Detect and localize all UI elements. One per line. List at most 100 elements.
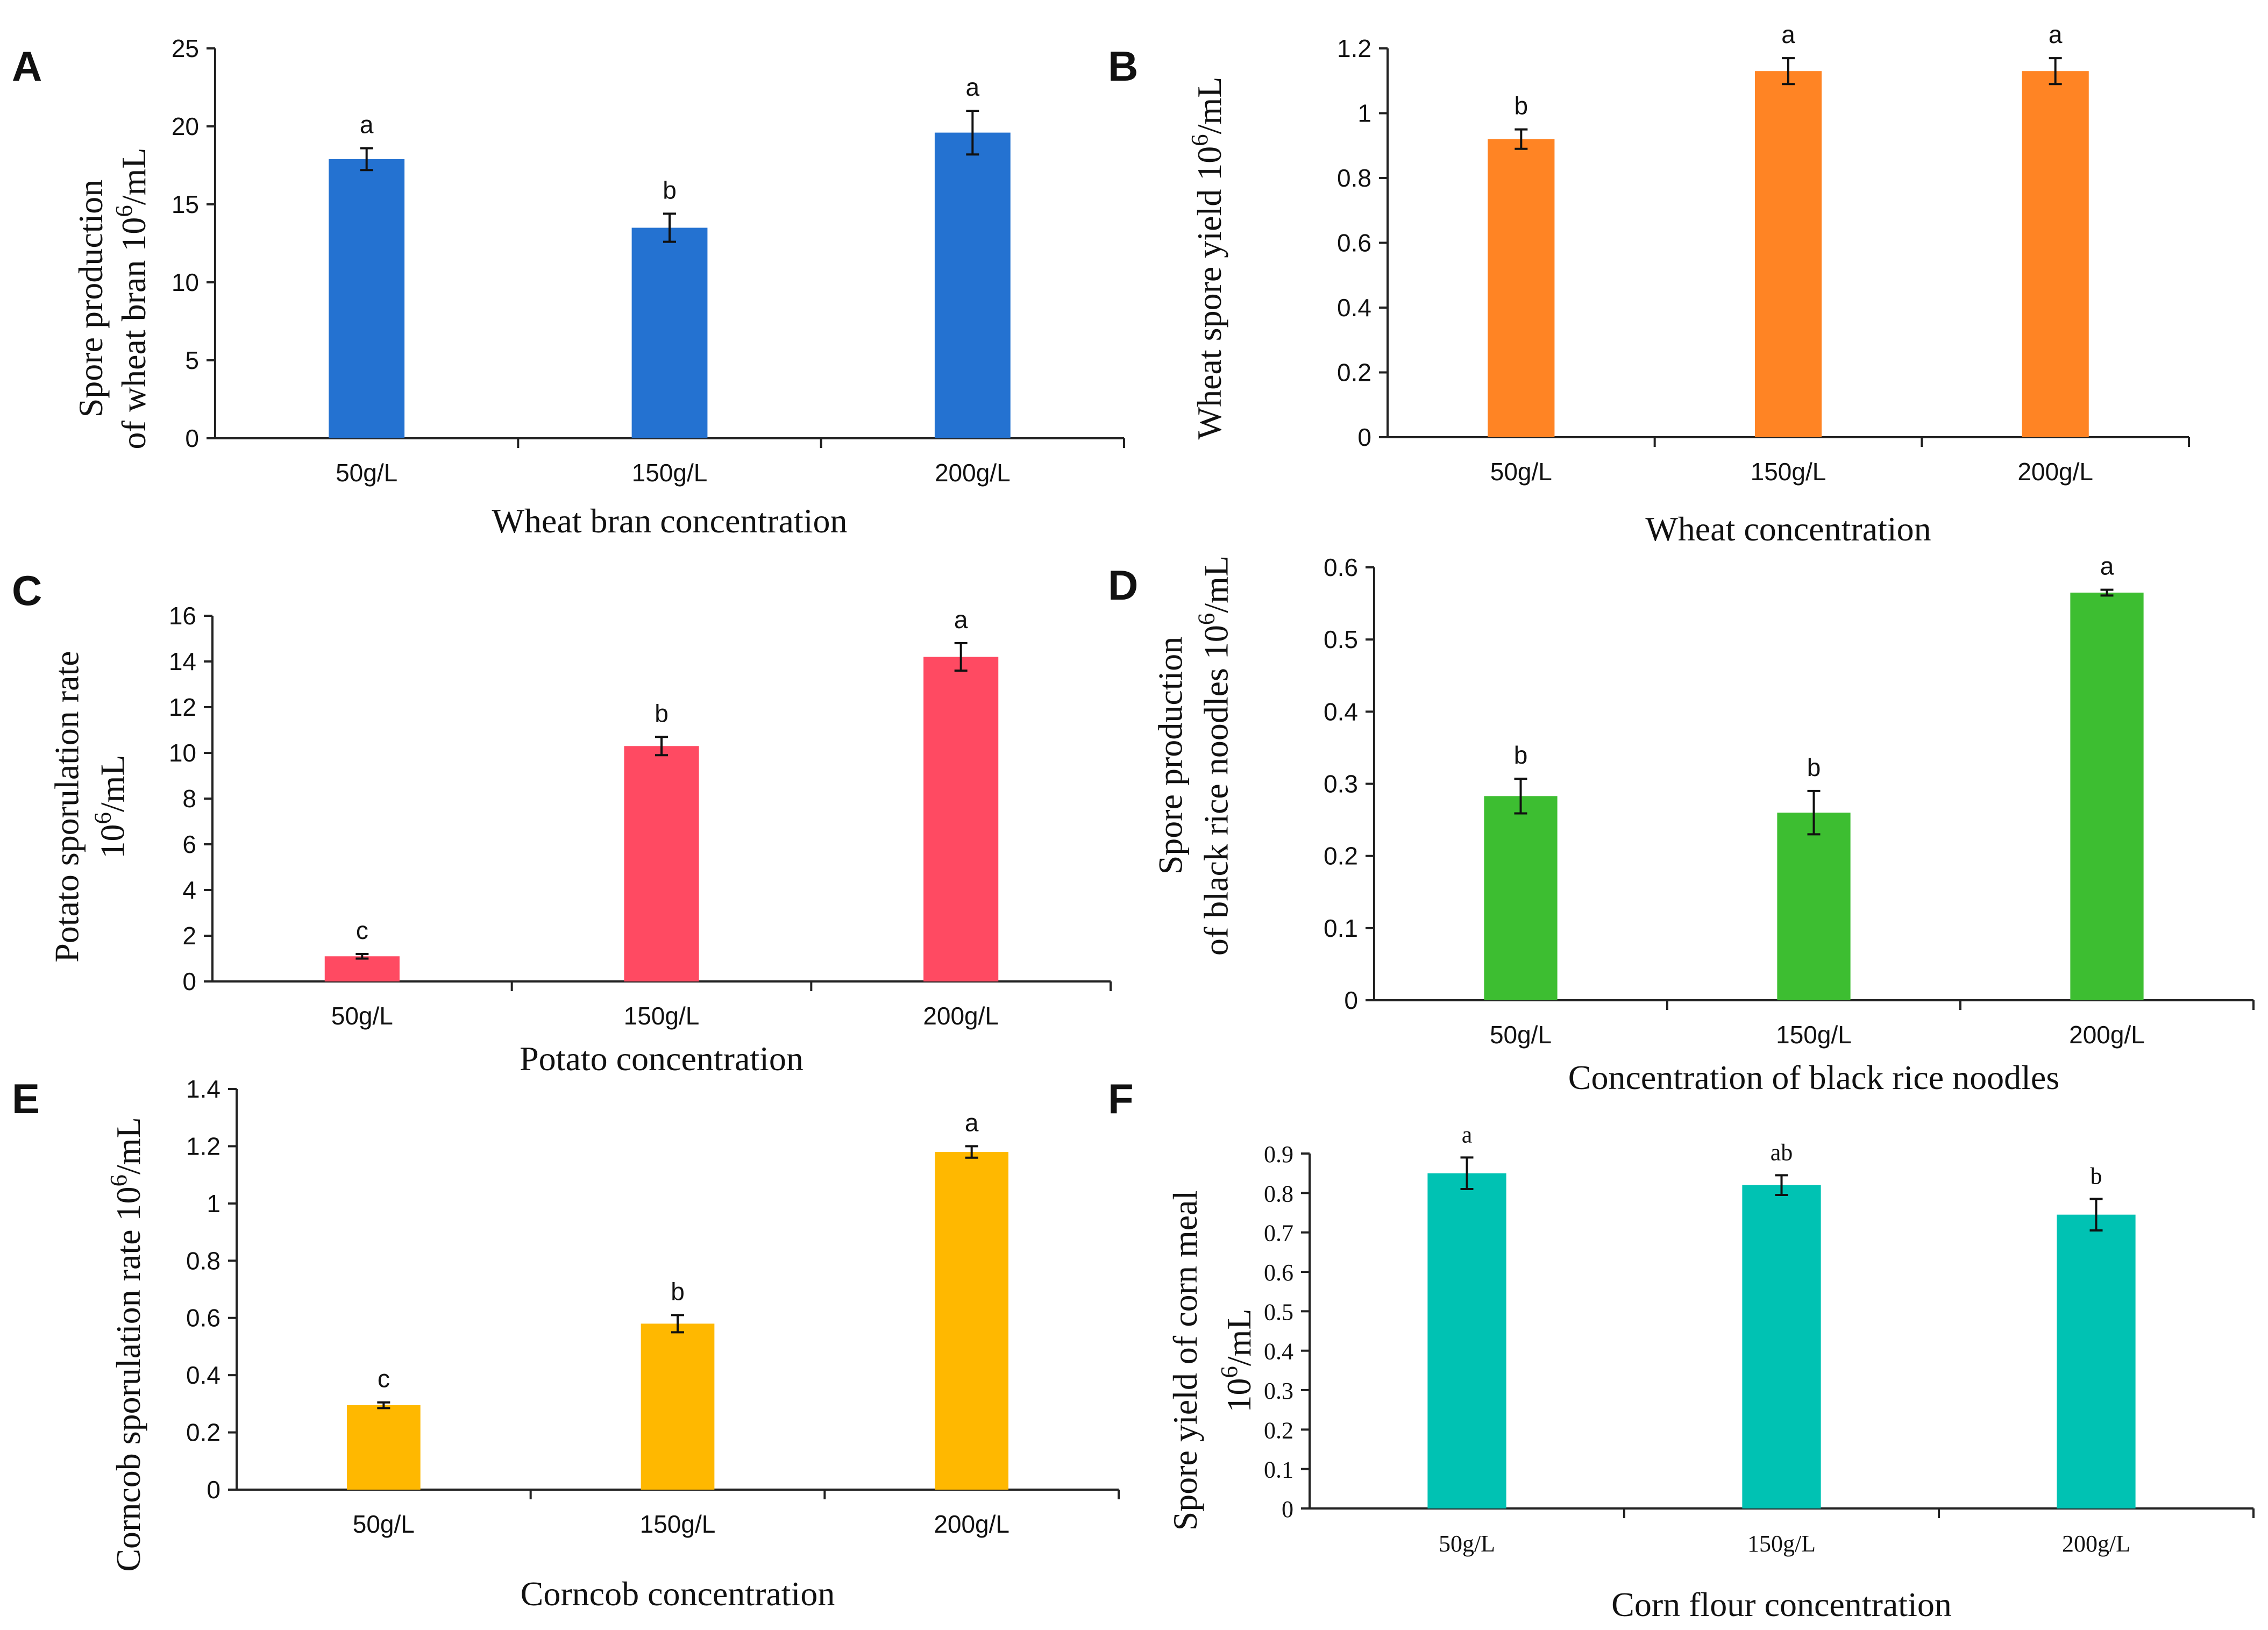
y-tick-label: 0.6 xyxy=(1337,229,1371,257)
y-tick-label: 0.9 xyxy=(1264,1141,1293,1168)
y-tick-label: 1.2 xyxy=(1337,34,1371,62)
y-tick-label: 0 xyxy=(182,967,196,995)
error-bar xyxy=(2049,57,2062,86)
bar-d-1 xyxy=(1484,796,1558,1000)
y-tick-label: 0.4 xyxy=(1337,294,1371,322)
y-axis-title: Wheat spore yield 106/mL xyxy=(1186,77,1228,440)
y-tick-label: 0.4 xyxy=(1264,1339,1293,1365)
bar-b-2 xyxy=(1754,71,1822,438)
x-tick-label: 150g/L xyxy=(640,1510,716,1538)
y-tick-label: 8 xyxy=(182,785,196,813)
panel-label: E xyxy=(12,1075,40,1122)
error-bar xyxy=(655,736,668,757)
x-tick-label: 50g/L xyxy=(1490,458,1552,486)
chart-panel-e: E 0 0.2 0.4 0.6 0.8 1 1.2 1.4 c 50g/L b 150g/L a 200g/… xyxy=(12,1075,1120,1613)
bar-a-1 xyxy=(329,159,405,438)
y-tick-label: 0.5 xyxy=(1264,1299,1293,1325)
y-axis-title-line: 106/mL xyxy=(89,755,132,858)
error-bar xyxy=(2100,588,2114,597)
significance-letter: a xyxy=(2049,20,2063,48)
bar-f-3 xyxy=(2057,1214,2136,1508)
significance-letter: c xyxy=(356,916,368,944)
y-axis-title-line: Spore production xyxy=(1151,637,1190,875)
y-tick-label: 10 xyxy=(172,268,199,296)
bar-e-2 xyxy=(641,1323,715,1490)
bar-d-2 xyxy=(1777,813,1851,1000)
x-axis-title: Concentration of black rice noodles xyxy=(1568,1058,2059,1097)
significance-letter: a xyxy=(360,111,374,139)
y-tick-label: 0 xyxy=(1344,986,1358,1014)
y-tick-label: 0.8 xyxy=(186,1247,221,1275)
x-tick-label: 200g/L xyxy=(2069,1021,2145,1049)
y-tick-label: 20 xyxy=(172,112,199,140)
y-axis-title: Spore production of wheat bran 106/mL xyxy=(72,148,153,450)
bar-e-1 xyxy=(347,1405,421,1490)
y-tick-label: 1 xyxy=(207,1190,221,1218)
significance-letter: a xyxy=(966,73,980,101)
y-tick-label: 0 xyxy=(1357,423,1371,451)
y-tick-label: 2 xyxy=(182,922,196,950)
significance-letter: b xyxy=(663,176,677,204)
y-tick-label: 0.6 xyxy=(186,1304,221,1332)
x-tick-label: 50g/L xyxy=(1490,1021,1552,1049)
error-bar xyxy=(671,1314,684,1334)
panel-label: D xyxy=(1108,561,1138,609)
y-tick-label: 0.2 xyxy=(1337,359,1371,387)
y-tick-label: 0.5 xyxy=(1324,625,1358,653)
y-tick-label: 0.7 xyxy=(1264,1220,1293,1247)
y-tick-label: 5 xyxy=(185,346,199,374)
y-axis-title-line: Spore production xyxy=(72,180,110,418)
x-axis-title: Corncob concentration xyxy=(521,1575,835,1613)
y-tick-label: 1.4 xyxy=(186,1075,221,1103)
y-tick-label: 25 xyxy=(172,34,199,62)
significance-letter: b xyxy=(2091,1163,2102,1189)
x-tick-label: 150g/L xyxy=(1751,458,1826,486)
y-tick-label: 0.3 xyxy=(1264,1378,1293,1404)
bar-c-1 xyxy=(324,956,400,981)
x-tick-label: 200g/L xyxy=(2017,458,2093,486)
chart-panel-b: B 0 0.2 0.4 0.6 0.8 1 1.2 b 50g/L a 150g/L a 200g/L Wh… xyxy=(1108,20,2190,548)
y-axis-title: Corncob sporulation rate 106/mL xyxy=(105,1117,147,1571)
error-bar xyxy=(360,147,373,172)
significance-letter: a xyxy=(965,1108,979,1136)
y-axis-title-line: of black rice noodles 106/mL xyxy=(1193,556,1235,956)
y-tick-label: 0.1 xyxy=(1264,1457,1293,1483)
y-tick-label: 10 xyxy=(169,739,196,767)
error-bar xyxy=(1515,128,1528,150)
error-bar xyxy=(377,1401,390,1410)
y-axis-title-line: of wheat bran 106/mL xyxy=(110,148,153,450)
bar-e-3 xyxy=(935,1152,1008,1490)
error-bar xyxy=(1460,1156,1474,1190)
y-tick-label: 0.1 xyxy=(1324,914,1358,942)
y-axis-title: Spore yield of corn meal 106/mL xyxy=(1166,1191,1258,1531)
x-axis-title: Corn flour concentration xyxy=(1611,1585,1952,1624)
significance-letter: b xyxy=(1514,741,1528,769)
y-tick-label: 14 xyxy=(169,647,196,675)
bar-a-3 xyxy=(934,132,1011,439)
panel-label: B xyxy=(1108,42,1138,90)
bar-c-3 xyxy=(923,657,999,981)
x-tick-label: 200g/L xyxy=(934,1510,1009,1538)
x-tick-label: 200g/L xyxy=(923,1002,999,1030)
y-tick-label: 12 xyxy=(169,693,196,721)
error-bar xyxy=(966,110,979,156)
bar-b-3 xyxy=(2022,71,2089,438)
y-axis-title-line: Wheat spore yield 106/mL xyxy=(1186,77,1228,440)
chart-panel-f: F 0 0.1 0.2 0.3 0.4 0.5 0.6 0.7 0.8 0.9 a 50g/L ab 150… xyxy=(1108,1075,2255,1624)
y-axis-title: Spore production of black rice noodles 10… xyxy=(1151,556,1235,956)
y-tick-label: 0.6 xyxy=(1264,1259,1293,1286)
y-tick-label: 0.4 xyxy=(186,1361,221,1389)
y-tick-label: 0.2 xyxy=(1324,842,1358,870)
y-tick-label: 4 xyxy=(182,876,196,904)
x-tick-label: 50g/L xyxy=(353,1510,415,1538)
y-tick-label: 6 xyxy=(182,830,196,858)
y-tick-label: 0.6 xyxy=(1324,553,1358,581)
x-tick-label: 150g/L xyxy=(632,459,708,487)
y-tick-label: 0.2 xyxy=(1264,1417,1293,1443)
chart-panel-a: A 0 5 10 15 20 25 a 50g/L b 150g/L a 200g/L Wheat bra… xyxy=(12,34,1125,540)
error-bar xyxy=(356,953,369,960)
error-bar xyxy=(1807,789,1821,836)
y-tick-label: 16 xyxy=(169,602,196,630)
chart-panel-d: D 0 0.1 0.2 0.3 0.4 0.5 0.6 b 50g/L b 150g/L a 200g/L… xyxy=(1108,552,2255,1097)
y-tick-label: 0.2 xyxy=(186,1419,221,1447)
